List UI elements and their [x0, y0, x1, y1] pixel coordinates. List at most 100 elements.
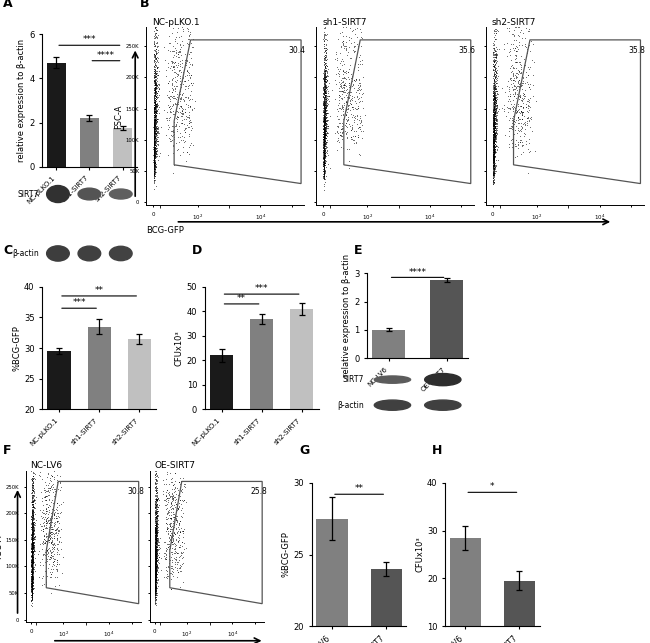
Point	[488, 95, 499, 105]
Point	[151, 559, 161, 569]
Point	[151, 93, 161, 104]
Point	[320, 133, 331, 143]
Point	[318, 92, 329, 102]
Point	[344, 89, 355, 100]
Point	[319, 147, 330, 157]
Point	[27, 569, 37, 579]
Point	[27, 547, 38, 557]
Point	[28, 460, 38, 470]
Point	[488, 93, 499, 103]
Point	[151, 536, 161, 547]
Point	[171, 113, 181, 123]
Point	[320, 75, 330, 86]
Point	[27, 543, 37, 554]
Point	[488, 112, 499, 122]
Point	[489, 107, 500, 117]
Point	[29, 487, 40, 497]
Point	[150, 120, 160, 131]
Point	[163, 421, 174, 431]
Point	[318, 145, 329, 155]
Point	[164, 46, 175, 56]
Point	[318, 19, 329, 30]
Point	[149, 118, 159, 129]
Point	[175, 540, 185, 550]
Point	[148, 149, 159, 159]
Point	[148, 161, 159, 171]
Point	[150, 527, 161, 538]
Point	[176, 476, 187, 487]
Point	[320, 136, 330, 147]
Point	[53, 549, 64, 559]
Point	[165, 530, 176, 540]
Point	[173, 494, 183, 504]
Point	[149, 131, 159, 141]
Point	[51, 563, 62, 574]
Point	[27, 534, 37, 544]
Point	[150, 80, 160, 90]
Point	[488, 51, 499, 62]
Point	[150, 111, 160, 121]
Point	[43, 512, 53, 522]
Point	[150, 520, 160, 530]
Point	[27, 550, 38, 561]
Point	[150, 574, 161, 584]
Point	[168, 129, 179, 140]
Point	[27, 512, 37, 523]
Point	[173, 15, 183, 25]
Point	[320, 136, 331, 147]
Point	[488, 152, 499, 163]
Point	[150, 564, 160, 574]
Point	[349, 42, 359, 52]
Point	[488, 140, 499, 150]
Point	[491, 128, 502, 138]
Point	[151, 547, 161, 557]
Point	[319, 154, 330, 165]
Point	[27, 586, 37, 597]
Point	[166, 498, 176, 509]
Point	[149, 153, 159, 163]
Point	[29, 447, 39, 457]
Point	[343, 67, 354, 77]
Point	[150, 547, 161, 557]
Point	[151, 557, 161, 567]
Point	[37, 507, 47, 518]
Point	[150, 566, 161, 576]
Point	[151, 80, 161, 90]
Point	[27, 582, 37, 592]
Point	[318, 136, 329, 146]
Point	[150, 102, 161, 113]
Point	[319, 12, 330, 22]
Point	[489, 122, 499, 132]
Point	[27, 588, 37, 598]
Point	[354, 149, 365, 159]
Point	[27, 521, 38, 532]
Point	[342, 133, 352, 143]
Point	[149, 127, 159, 137]
Point	[150, 156, 160, 167]
Point	[152, 518, 162, 528]
Point	[45, 530, 55, 540]
Point	[27, 541, 38, 552]
Point	[322, 75, 332, 85]
Point	[150, 559, 161, 569]
Point	[319, 114, 330, 124]
Point	[488, 157, 499, 167]
Point	[176, 94, 187, 104]
Point	[27, 492, 38, 502]
Point	[27, 536, 37, 547]
Point	[320, 116, 330, 126]
Point	[337, 128, 347, 138]
Point	[489, 24, 500, 35]
Point	[27, 570, 37, 580]
Point	[151, 525, 161, 535]
Point	[510, 84, 520, 95]
Point	[151, 537, 161, 547]
Point	[151, 527, 162, 538]
Point	[152, 139, 162, 149]
Point	[27, 541, 37, 551]
Point	[488, 164, 499, 174]
Point	[490, 136, 501, 146]
Point	[150, 146, 160, 156]
Point	[26, 557, 36, 567]
Point	[172, 567, 183, 577]
